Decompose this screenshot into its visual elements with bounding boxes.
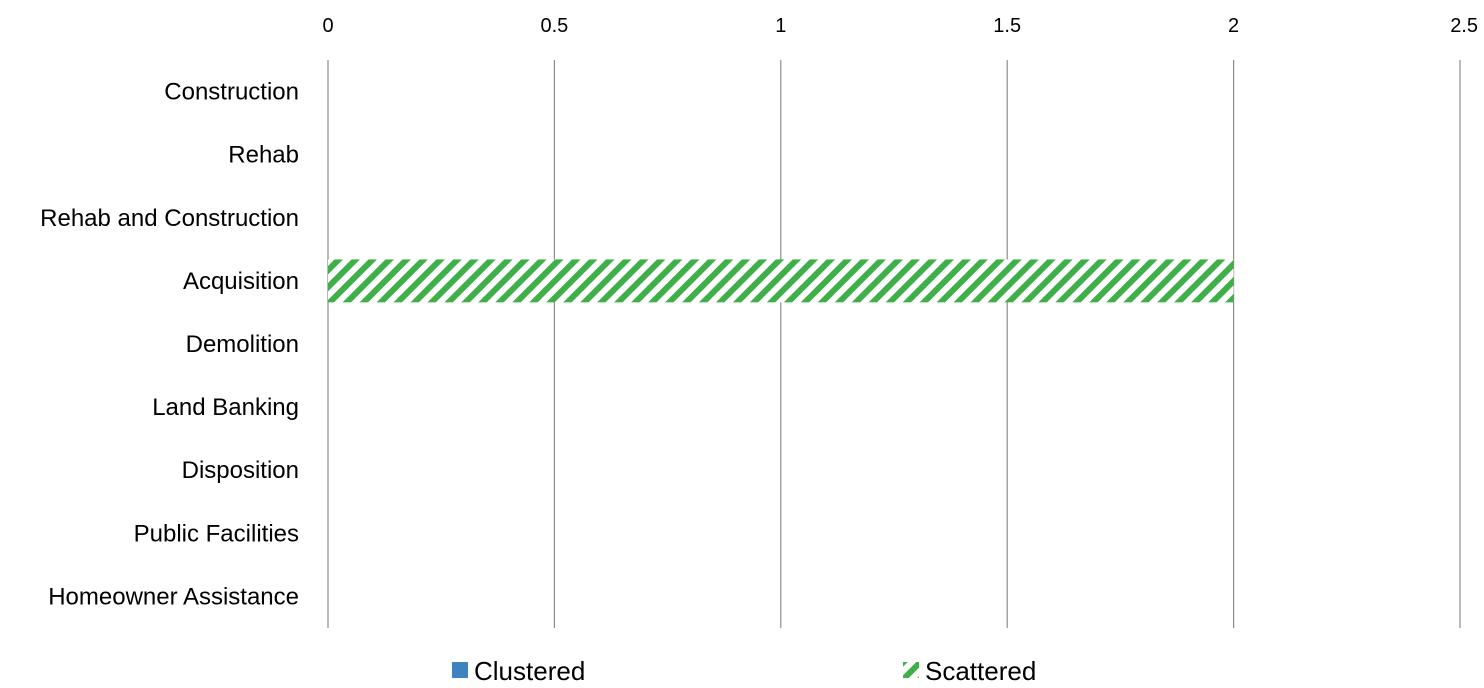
x-tick-label: 0: [322, 15, 333, 37]
category-label: Demolition: [186, 331, 299, 358]
category-label: Acquisition: [183, 268, 299, 295]
category-label: Land Banking: [152, 394, 299, 421]
x-tick-label: 1: [775, 15, 786, 37]
bar-scattered: [328, 259, 1234, 302]
category-label: Disposition: [182, 457, 299, 484]
x-tick-label: 0.5: [540, 15, 568, 37]
category-labels: Construction Rehab Rehab and Construction A…: [40, 79, 299, 611]
category-label: Rehab and Construction: [40, 205, 299, 232]
x-tick-label: 2: [1228, 15, 1239, 37]
x-tick-label: 1.5: [993, 15, 1021, 37]
category-label: Homeowner Assistance: [48, 583, 299, 610]
gridlines: [328, 60, 1460, 628]
legend-swatch: [903, 662, 919, 678]
category-label: Public Facilities: [134, 520, 299, 547]
x-tick-label: 2.5: [1450, 15, 1478, 37]
category-label: Construction: [164, 79, 299, 106]
legend-label: Scattered: [925, 656, 1036, 686]
legend-label: Clustered: [474, 656, 585, 686]
legend-swatch: [452, 662, 468, 678]
category-label: Rehab: [228, 142, 299, 169]
bars: [328, 259, 1234, 302]
x-axis-ticks: 0 0.5 1 1.5 2 2.5: [322, 15, 1478, 37]
legend: Clustered Scattered: [452, 656, 1036, 686]
